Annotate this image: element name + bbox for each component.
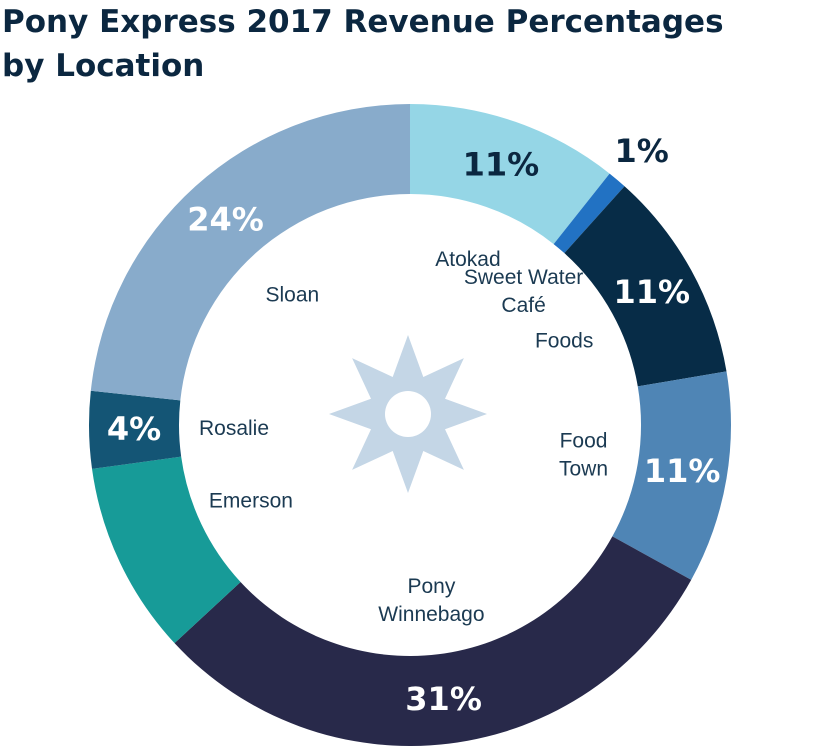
category-label-line: Emerson [209,490,293,513]
slice-emerson [92,456,241,644]
chart-title-line-2: by Location [2,48,205,84]
slice-rosalie [89,390,182,469]
category-label-line: Food [560,430,608,453]
category-label-emerson: Emerson [209,490,293,513]
category-label-line: Rosalie [199,417,269,440]
category-label-rosalie: Rosalie [199,417,269,440]
slice-food-town [612,371,732,580]
slice-sweet-water-cafe [553,173,625,254]
chart-title-line-1: Pony Express 2017 Revenue Percentages [2,4,724,40]
category-label-line: Pony [407,575,455,598]
slice-foods [564,186,727,387]
category-label-line: Town [559,458,608,481]
category-label-line: Café [501,294,545,317]
category-label-sloan: Sloan [266,283,320,306]
percentage-label-atokad: 11% [463,145,540,183]
category-label-food-town: Food Town [559,430,608,481]
category-label-line: Atokad [435,248,500,271]
percentage-label-rosalie: 4% [107,410,161,448]
percentage-label-sloan: 24% [187,201,264,239]
category-label-sweet-water-cafe: Sweet Water Café [464,266,583,317]
category-label-pony-winnebago: Pony Winnebago [378,575,484,626]
category-label-foods: Foods [535,329,593,352]
category-label-line: Winnebago [378,603,484,626]
category-label-line: Sloan [266,283,320,306]
slice-pony-winnebago [174,536,692,746]
donut-slices [89,104,732,746]
percentage-label-food-town: 11% [644,452,721,490]
percentage-label-pony-winnebago: 31% [405,680,482,718]
star-burst-hole [385,391,431,437]
slice-sloan [90,104,410,401]
chart-title: Pony Express 2017 Revenue Percentages by… [2,0,832,88]
percentage-label-foods: 11% [613,273,690,311]
star-burst-icon [329,335,487,493]
percentage-label-sweet-water-cafe: 1% [615,132,669,170]
category-label-line: Foods [535,329,593,352]
percentage-labels: 11% 1% 11% 11% 31% 4% 24% [107,132,721,718]
slice-atokad [410,104,610,245]
category-label-line: Sweet Water [464,266,583,289]
category-label-atokad: Atokad [435,248,500,271]
